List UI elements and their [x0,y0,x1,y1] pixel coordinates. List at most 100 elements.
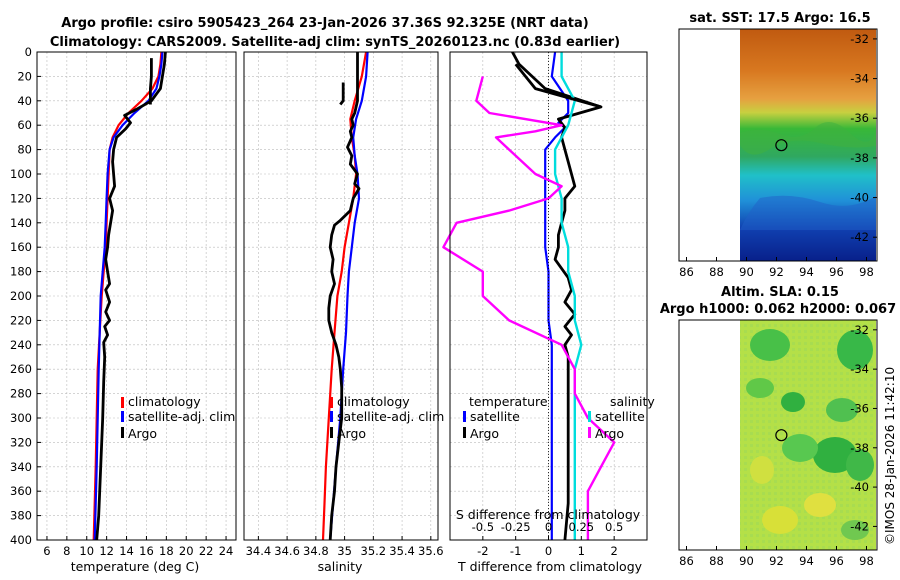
legend-swatch-climatology [121,397,124,408]
y-tick-label: 140 [10,216,32,230]
y-tick-label: 300 [10,411,32,425]
argo-location-marker [775,139,788,152]
x-tick-label: 22 [199,544,214,558]
axes-frame [449,51,648,541]
x-tick-label: 20 [179,544,194,558]
y-tick-label: 360 [10,484,32,498]
y-tick-label: -42 [850,519,869,533]
x-tick-label: 92 [769,265,784,279]
y-tick-label: 400 [10,533,32,547]
legend-swatch-climatology [330,397,333,408]
temperature-legend: climatology satellite-adj. clim Argo [121,394,235,441]
axes-frame [243,51,439,541]
sla-anomaly [746,378,774,398]
sla-anomaly [762,506,798,534]
y-tick-label: -42 [850,230,869,244]
series-t-argo-surface [514,63,602,109]
y-tick-label: 180 [10,265,32,279]
x-tick-label: 2 [611,544,618,558]
temperature-panel: 6 8 10 12 14 16 18 20 22 240204060801001201401601… [10,45,237,558]
y-tick-label: 160 [10,240,32,254]
y-tick-label: -34 [850,362,869,376]
legend-label-argo: Argo [337,426,366,441]
x-tick-label: 8 [63,544,70,558]
y-tick-label: -40 [850,191,869,205]
x-tick-label: 96 [829,265,844,279]
y-tick-label: 320 [10,435,32,449]
y-tick-label: 260 [10,362,32,376]
y-tick-label: 60 [17,118,32,132]
x-tick-label: 6 [43,544,50,558]
legend-label-t-satellite: satellite [470,409,520,424]
sla-anomaly [826,398,858,422]
legend-title-salinity: salinity [610,394,655,409]
sst-map: 86 88 90 92 94 96 98 -32 -34 -36 -38 -40 -42 [678,28,878,279]
x-tick-label: 24 [219,544,234,558]
legend-swatch-t-argo [463,427,466,438]
sst-blue-patch [740,195,876,230]
x-tick-label: 98 [859,554,874,568]
legend-label-s-satellite: satellite [595,409,645,424]
x-tick-label: 18 [159,544,174,558]
x-tick-label: 88 [709,554,724,568]
x-tick-label: -1 [510,544,521,558]
series-s-argo [442,76,616,540]
legend-label-argo: Argo [128,426,157,441]
sla-anomaly [841,520,869,540]
y-tick-label: 340 [10,460,32,474]
difference-xlabel: T difference from climatology [457,559,643,574]
legend-label-climatology: climatology [128,394,201,409]
x-tick-label: 34.6 [274,544,300,558]
x-tick-label: 98 [859,265,874,279]
y-tick-label: 380 [10,509,32,523]
y-tick-label: -32 [850,32,869,46]
series-argo-mixed-layer [148,58,153,105]
series-s-satellite [553,52,583,540]
legend-label-s-argo: Argo [595,426,624,441]
s-tick-label: -0.25 [501,520,531,534]
series-satellite-adj-clim [93,51,164,541]
x-tick-label: 10 [79,544,94,558]
sla-map-subtitle: Argo h1000: 0.062 h2000: 0.067 [660,302,896,317]
sla-anomaly [781,392,805,412]
x-tick-label: 0 [545,544,552,558]
x-tick-label: 35 [337,544,352,558]
x-tick-label: 35.4 [389,544,415,558]
legend-swatch-argo [330,427,333,438]
sla-anomaly [837,330,873,370]
axes-frame [36,51,237,541]
difference-xlabel-salinity: S difference from climatology [456,507,641,522]
y-tick-label: -38 [850,151,869,165]
y-tick-label: 40 [17,94,32,108]
x-tick-label: 96 [829,554,844,568]
legend-swatch-s-argo [588,427,591,438]
figure-subtitle: Climatology: CARS2009. Satellite-adj cli… [50,35,620,50]
x-tick-label: 90 [739,265,754,279]
sla-anomaly [846,449,874,481]
x-tick-label: 35.2 [361,544,387,558]
x-tick-label: 94 [799,265,814,279]
y-tick-label: 80 [17,143,32,157]
salinity-legend: climatology satellite-adj. clim Argo [330,394,444,441]
x-tick-label: 86 [679,554,694,568]
temperature-xlabel: temperature (deg C) [71,559,200,574]
sla-anomaly [804,493,836,517]
y-tick-label: -36 [850,401,869,415]
x-tick-label: 16 [139,544,154,558]
x-tick-label: 94 [799,554,814,568]
series-argo [95,51,167,541]
figure-title: Argo profile: csiro 5905423_264 23-Jan-2… [61,16,588,31]
y-tick-label: -34 [850,72,869,86]
x-tick-label: 90 [739,554,754,568]
x-tick-label: 34.8 [303,544,329,558]
y-tick-label: 200 [10,289,32,303]
legend-swatch-s-satellite [588,411,591,422]
legend-title-temperature: temperature [469,394,548,409]
sla-anomaly [782,434,818,462]
salinity-xlabel: salinity [318,559,363,574]
sla-anomaly [750,329,790,361]
x-tick-label: 35.6 [418,544,444,558]
s-tick-label: 0 [545,520,552,534]
sla-map-title: Altim. SLA: 0.15 [721,285,839,300]
